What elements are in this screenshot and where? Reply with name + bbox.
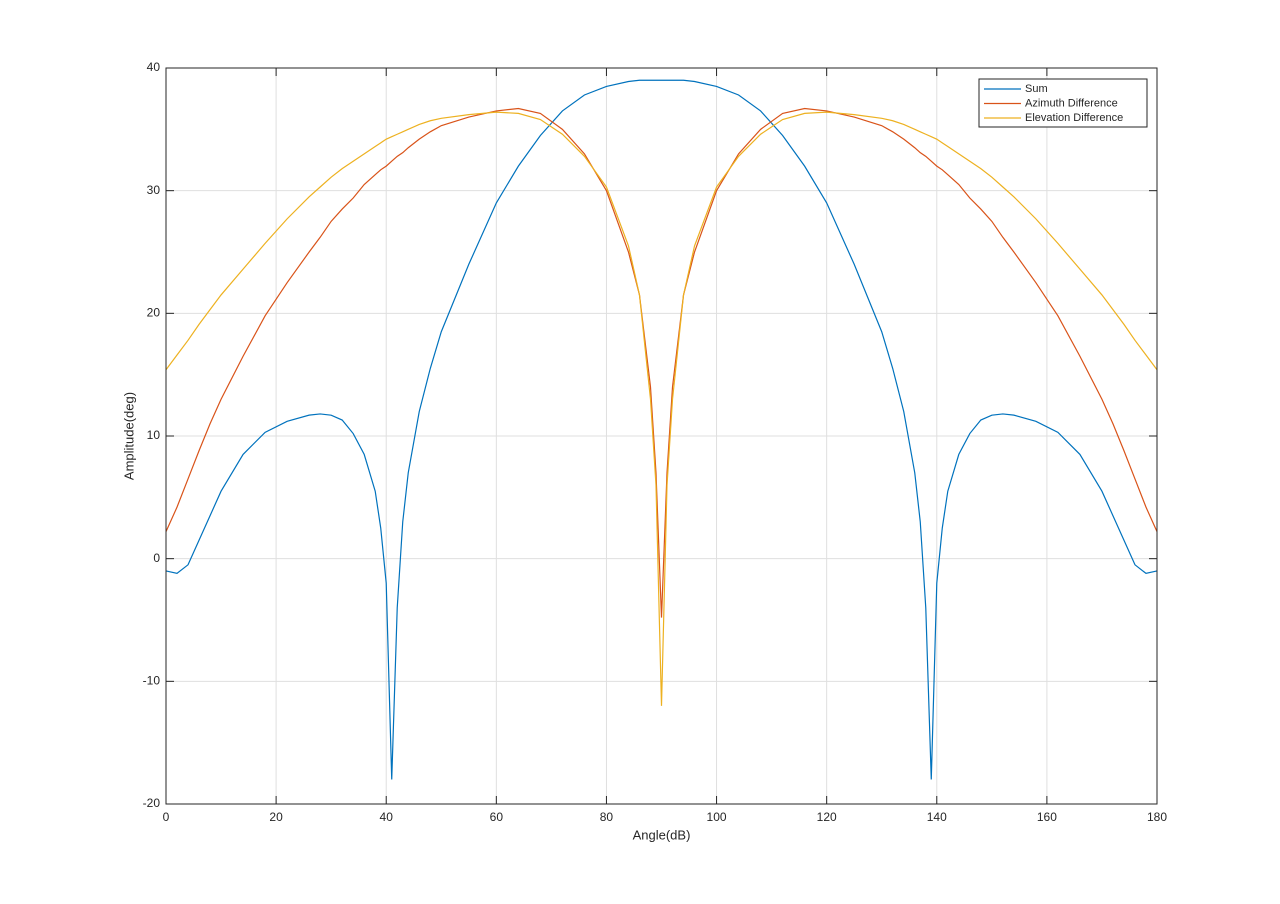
x-tick-label: 140 [927,810,947,824]
x-tick-label: 120 [817,810,837,824]
y-tick-label: 0 [153,551,160,565]
legend-label: Azimuth Difference [1025,97,1118,109]
legend-label: Sum [1025,83,1048,95]
x-tick-label: 100 [707,810,727,824]
y-tick-label: 10 [147,428,161,442]
x-tick-label: 0 [163,810,170,824]
y-tick-label: 40 [147,60,161,74]
x-tick-label: 80 [600,810,614,824]
x-tick-label: 20 [269,810,283,824]
series-line [165,107,1158,618]
x-axis-label: Angle(dB) [633,827,691,842]
x-tick-label: 40 [380,810,394,824]
y-tick-label: -10 [143,674,161,688]
legend: Sum Azimuth Difference Elevation Differenc… [978,78,1148,128]
series-line [165,111,1158,706]
y-tick-label: 20 [147,306,161,320]
series-line [165,79,1158,780]
x-tick-label: 160 [1037,810,1057,824]
y-tick-label: -20 [143,796,161,810]
plot-lines [165,79,1158,780]
y-tick-label: 30 [147,183,161,197]
ticks: 0 20 40 60 80 100 120 140 160 180 -20 -10 0 10 20 30 40 [143,60,1168,824]
y-axis-label: Amplitude(deg) [121,392,136,480]
x-tick-label: 60 [490,810,504,824]
x-tick-label: 180 [1147,810,1167,824]
legend-label: Elevation Difference [1025,112,1123,124]
